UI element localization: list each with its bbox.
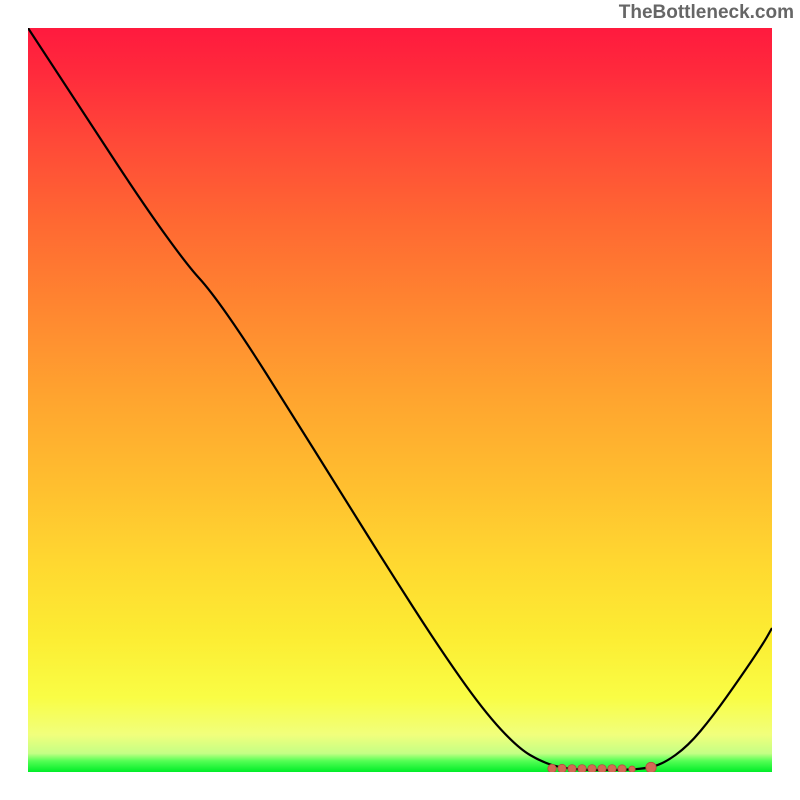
bottleneck-curve-line	[28, 28, 772, 770]
optimal-marker	[618, 765, 626, 772]
optimal-marker	[558, 764, 566, 772]
optimal-marker	[578, 765, 586, 772]
optimal-marker	[629, 766, 635, 772]
bottleneck-curve-chart	[28, 28, 772, 772]
optimal-marker	[588, 765, 596, 772]
optimal-marker	[568, 765, 576, 772]
attribution-text: TheBottleneck.com	[619, 2, 794, 24]
optimal-marker	[598, 765, 606, 772]
optimal-marker	[608, 765, 616, 772]
optimal-marker	[548, 764, 556, 772]
optimal-marker	[646, 762, 656, 772]
bottleneck-optimal-markers	[548, 762, 656, 772]
